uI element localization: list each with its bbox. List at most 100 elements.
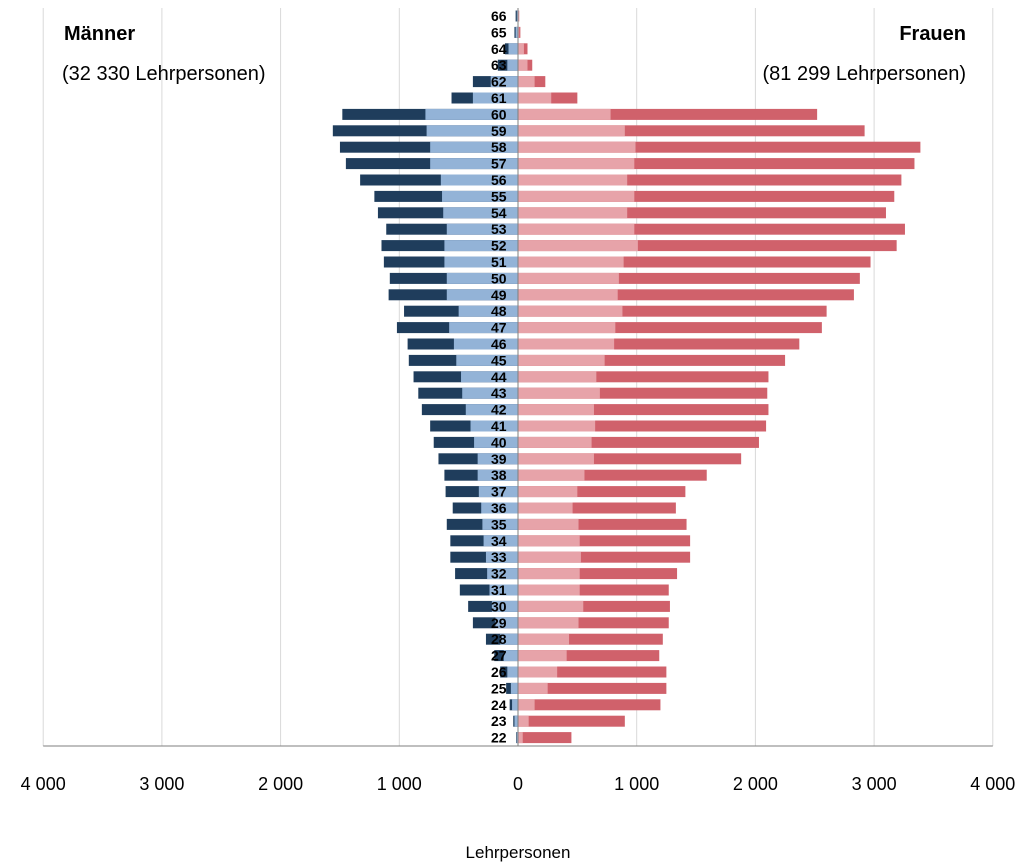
bar-men-light-age-59 bbox=[426, 125, 518, 137]
bar-women-dark-age-60 bbox=[518, 108, 818, 120]
bar-men-light-age-28 bbox=[500, 633, 518, 645]
bar-women-dark-age-58 bbox=[518, 141, 921, 153]
bar-men-light-age-31 bbox=[489, 584, 518, 596]
bar-men-light-age-54 bbox=[443, 207, 518, 219]
bar-men-light-age-34 bbox=[483, 535, 518, 547]
age-label-57: 57 bbox=[491, 156, 507, 172]
bar-women-dark-age-31 bbox=[518, 584, 669, 596]
bar-women-light-age-45 bbox=[518, 354, 605, 366]
age-label-49: 49 bbox=[491, 287, 507, 303]
age-label-56: 56 bbox=[491, 172, 507, 188]
bar-men-dark-age-59 bbox=[332, 125, 518, 137]
bar-women-light-age-56 bbox=[518, 174, 628, 186]
bar-men-light-age-62 bbox=[490, 76, 518, 88]
bar-women-light-age-26 bbox=[518, 666, 558, 678]
bar-women-dark-age-28 bbox=[518, 633, 663, 645]
bar-women-dark-age-43 bbox=[518, 387, 768, 399]
bar-women-dark-age-25 bbox=[518, 682, 667, 694]
bar-women-dark-age-32 bbox=[518, 568, 678, 580]
bar-women-dark-age-40 bbox=[518, 436, 759, 448]
age-label-53: 53 bbox=[491, 221, 507, 237]
bar-women-dark-age-44 bbox=[518, 371, 769, 383]
bar-women-light-age-22 bbox=[518, 732, 523, 744]
bar-women-dark-age-47 bbox=[518, 322, 822, 334]
bar-women-dark-age-41 bbox=[518, 420, 767, 432]
bar-women-dark-age-30 bbox=[518, 600, 670, 612]
bar-men-light-age-36 bbox=[481, 502, 518, 514]
bar-men-dark-age-32 bbox=[455, 568, 518, 580]
bar-women-light-age-52 bbox=[518, 240, 638, 252]
bar-women-light-age-43 bbox=[518, 387, 600, 399]
age-label-41: 41 bbox=[491, 418, 507, 434]
age-label-61: 61 bbox=[491, 90, 507, 106]
bar-women-light-age-53 bbox=[518, 223, 635, 235]
bar-women-light-age-54 bbox=[518, 207, 628, 219]
bar-men-light-age-39 bbox=[477, 453, 518, 465]
age-label-48: 48 bbox=[491, 303, 507, 319]
bar-women-light-age-47 bbox=[518, 322, 616, 334]
bar-men-light-age-33 bbox=[485, 551, 518, 563]
bar-women-dark-age-53 bbox=[518, 223, 905, 235]
bar-women-dark-age-26 bbox=[518, 666, 667, 678]
bar-women-dark-age-38 bbox=[518, 469, 707, 481]
bar-women-light-age-64 bbox=[518, 43, 524, 55]
bar-men-light-age-55 bbox=[442, 190, 518, 202]
bar-women-light-age-23 bbox=[518, 715, 529, 727]
bar-men-light-age-23 bbox=[514, 715, 518, 727]
bar-women-light-age-59 bbox=[518, 125, 625, 137]
bar-men-light-age-47 bbox=[449, 322, 518, 334]
age-label-34: 34 bbox=[491, 533, 507, 549]
bar-men-light-age-42 bbox=[465, 404, 518, 416]
bar-men-light-age-35 bbox=[482, 518, 518, 530]
women-subtitle: (81 299 Lehrpersonen) bbox=[763, 63, 966, 85]
bar-women-light-age-41 bbox=[518, 420, 596, 432]
age-label-62: 62 bbox=[491, 74, 507, 90]
x-tick-label-4: 0 bbox=[513, 774, 523, 794]
age-labels: 2223242526272829303132333435363738394041… bbox=[491, 8, 507, 746]
bar-women-light-age-61 bbox=[518, 92, 552, 104]
bar-women-dark-age-27 bbox=[518, 650, 660, 662]
bar-women-dark-age-39 bbox=[518, 453, 742, 465]
bar-women-dark-age-42 bbox=[518, 404, 769, 416]
bar-men-dark-age-33 bbox=[450, 551, 518, 563]
age-label-37: 37 bbox=[491, 484, 507, 500]
axes bbox=[43, 8, 993, 747]
bar-men-dark-age-58 bbox=[339, 141, 518, 153]
bar-women-light-age-48 bbox=[518, 305, 623, 317]
bar-men-light-age-51 bbox=[444, 256, 518, 268]
age-label-36: 36 bbox=[491, 500, 507, 516]
bar-women-light-age-66 bbox=[518, 10, 520, 22]
x-tick-label-3: 1 000 bbox=[377, 774, 422, 794]
bar-men-light-age-65 bbox=[515, 26, 518, 38]
bar-women-light-age-49 bbox=[518, 289, 618, 301]
bar-men-light-age-64 bbox=[508, 43, 518, 55]
bar-women-light-age-27 bbox=[518, 650, 567, 662]
bar-women-dark-age-49 bbox=[518, 289, 854, 301]
bar-men-light-age-24 bbox=[512, 699, 518, 711]
bar-men-light-age-58 bbox=[430, 141, 518, 153]
age-label-58: 58 bbox=[491, 139, 507, 155]
age-label-66: 66 bbox=[491, 8, 507, 24]
age-label-65: 65 bbox=[491, 24, 507, 40]
bar-men-light-age-41 bbox=[470, 420, 518, 432]
bar-women-light-age-38 bbox=[518, 469, 585, 481]
bar-women-dark-age-46 bbox=[518, 338, 800, 350]
bar-women-light-age-35 bbox=[518, 518, 579, 530]
bar-women-light-age-25 bbox=[518, 682, 548, 694]
bars bbox=[332, 10, 921, 744]
bar-women-dark-age-52 bbox=[518, 240, 897, 252]
bar-women-light-age-50 bbox=[518, 272, 619, 284]
age-label-23: 23 bbox=[491, 713, 507, 729]
bar-women-dark-age-34 bbox=[518, 535, 691, 547]
bar-men-light-age-46 bbox=[453, 338, 518, 350]
age-label-50: 50 bbox=[491, 270, 507, 286]
age-label-39: 39 bbox=[491, 451, 507, 467]
bar-men-dark-age-31 bbox=[459, 584, 518, 596]
bar-women-light-age-36 bbox=[518, 502, 573, 514]
age-label-35: 35 bbox=[491, 516, 507, 532]
bar-women-dark-age-57 bbox=[518, 158, 915, 170]
bar-women-dark-age-29 bbox=[518, 617, 669, 629]
bar-women-dark-age-56 bbox=[518, 174, 902, 186]
bar-women-dark-age-50 bbox=[518, 272, 860, 284]
